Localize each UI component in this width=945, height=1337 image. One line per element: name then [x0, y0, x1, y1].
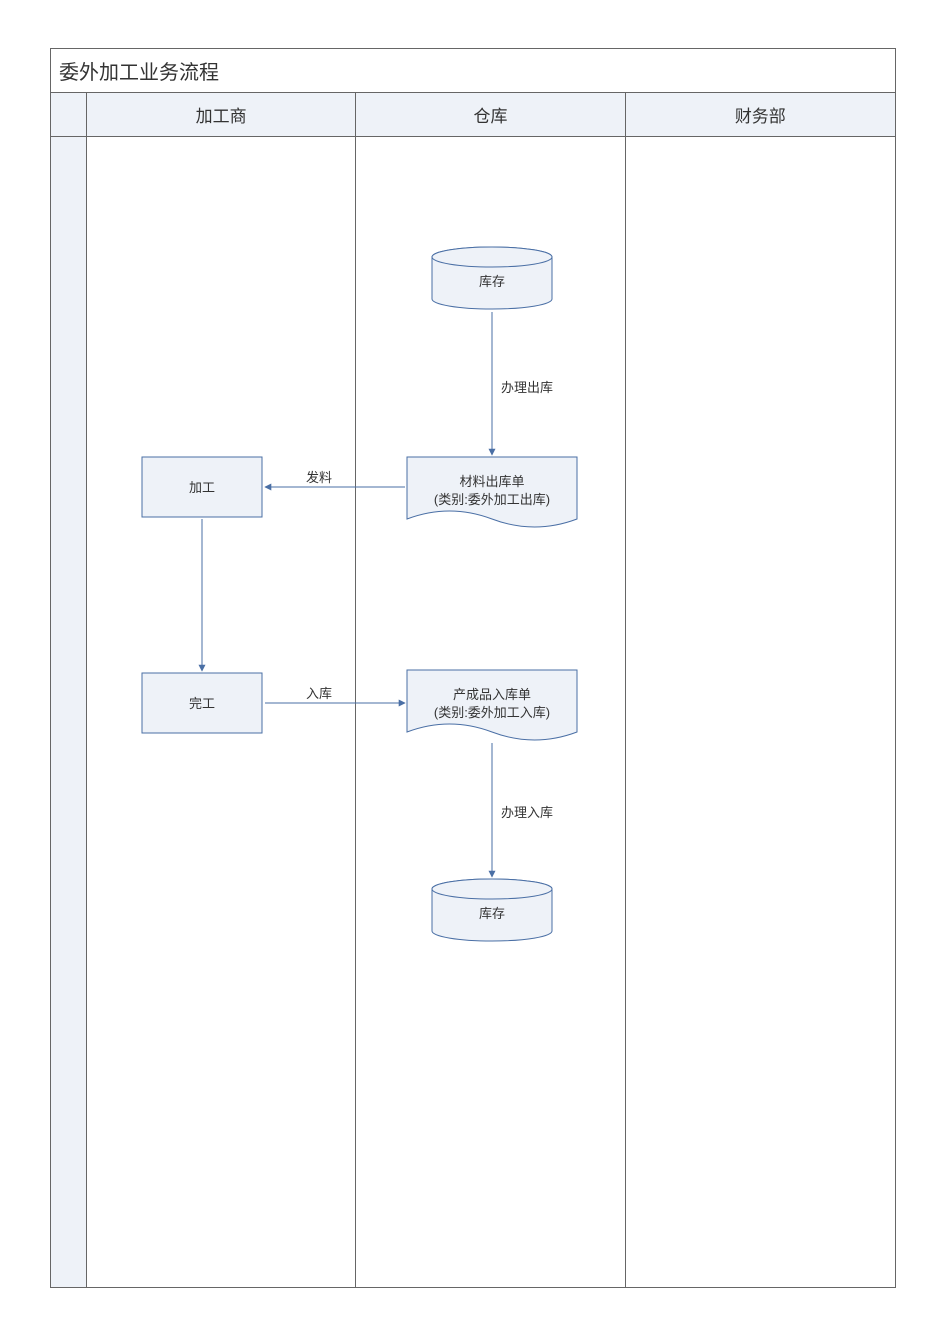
header-stub	[51, 93, 87, 136]
diagram-title: 委外加工业务流程	[51, 49, 895, 93]
swimlane-headers: 加工商 仓库 财务部	[51, 93, 895, 137]
page: 委外加工业务流程 加工商 仓库 财务部 办理出库发料入库办理入库 库存材料出库单…	[0, 0, 945, 1337]
svg-text:产成品入库单: 产成品入库单	[453, 687, 531, 702]
nodes: 库存材料出库单(类别:委外加工出库)加工完工产成品入库单(类别:委外加工入库)库…	[142, 247, 577, 941]
svg-text:入库: 入库	[306, 686, 332, 701]
edges: 办理出库发料入库办理入库	[202, 312, 553, 877]
svg-text:办理入库: 办理入库	[501, 805, 553, 820]
edge-doc_in-inv2: 办理入库	[492, 743, 553, 877]
svg-text:材料出库单: 材料出库单	[459, 474, 524, 489]
svg-text:办理出库: 办理出库	[501, 380, 553, 395]
svg-text:库存: 库存	[479, 274, 505, 289]
node-proc: 加工	[142, 457, 262, 517]
svg-text:完工: 完工	[189, 696, 215, 711]
edge-inv1-doc_out: 办理出库	[492, 312, 553, 455]
svg-text:加工: 加工	[189, 480, 215, 495]
svg-text:(类别:委外加工出库): (类别:委外加工出库)	[434, 492, 550, 507]
node-inv1: 库存	[432, 247, 552, 309]
flowchart-canvas: 办理出库发料入库办理入库 库存材料出库单(类别:委外加工出库)加工完工产成品入库…	[87, 137, 895, 1287]
node-inv2: 库存	[432, 879, 552, 941]
edge-done-doc_in: 入库	[265, 686, 405, 703]
diagram-frame: 委外加工业务流程 加工商 仓库 财务部 办理出库发料入库办理入库 库存材料出库单…	[50, 48, 896, 1288]
svg-text:库存: 库存	[479, 906, 505, 921]
node-doc_out: 材料出库单 (类别:委外加工出库)	[407, 457, 577, 527]
body-stub	[51, 137, 87, 1287]
edge-doc_out-proc: 发料	[265, 470, 405, 487]
lane-header-processor: 加工商	[87, 93, 356, 136]
svg-text:(类别:委外加工入库): (类别:委外加工入库)	[434, 705, 550, 720]
node-doc_in: 产成品入库单 (类别:委外加工入库)	[407, 670, 577, 740]
node-done: 完工	[142, 673, 262, 733]
lane-header-finance: 财务部	[626, 93, 895, 136]
lane-header-warehouse: 仓库	[356, 93, 625, 136]
svg-text:发料: 发料	[306, 470, 332, 485]
